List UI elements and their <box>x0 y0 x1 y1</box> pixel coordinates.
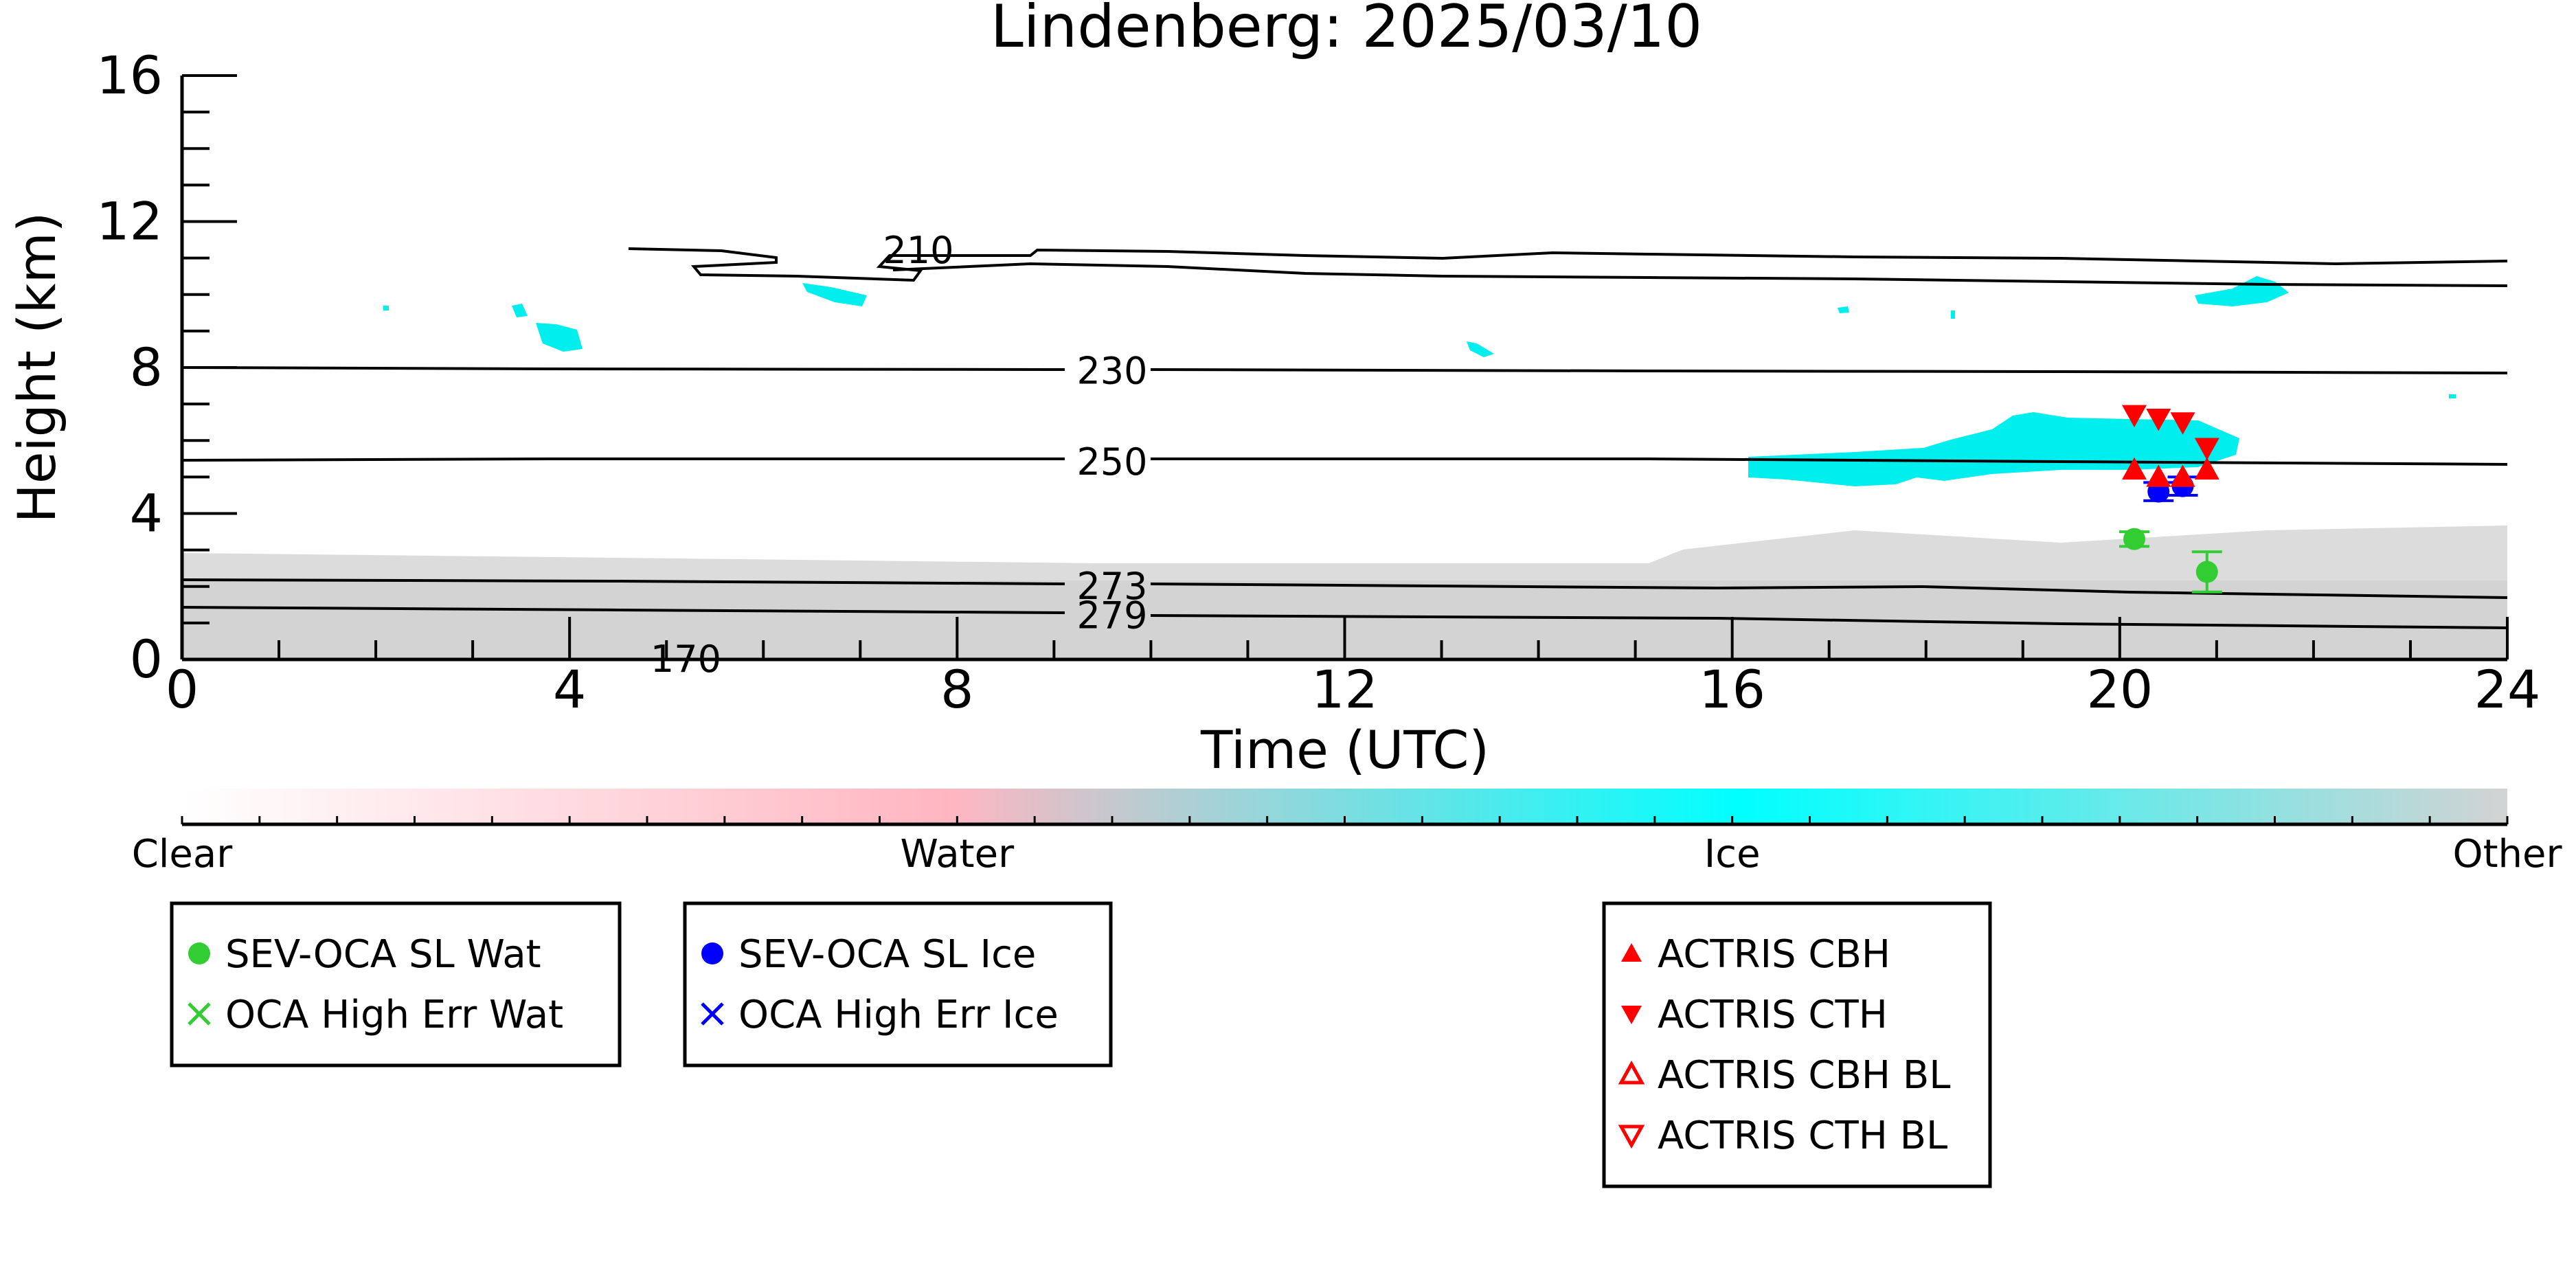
x-tick-label: 0 <box>166 659 199 720</box>
chart-title: Lindenberg: 2025/03/10 <box>991 0 1702 61</box>
legend-label: SEV-OCA SL Wat <box>225 932 541 977</box>
legend-marker <box>188 1002 211 1026</box>
x-tick-label: 20 <box>2086 659 2153 720</box>
colorbar-label: Ice <box>1704 832 1761 877</box>
legend-label: SEV-OCA SL Ice <box>738 932 1036 977</box>
x-tick-label: 12 <box>1311 659 1378 720</box>
legend-label: ACTRIS CBH <box>1658 932 1890 977</box>
legend-marker <box>188 942 210 964</box>
legend-box <box>1602 901 1992 1188</box>
legend-label: ACTRIS CTH <box>1658 993 1888 1037</box>
y-axis-ticks: 0 4 8 12 16 <box>96 45 237 690</box>
colorbar-labels: Clear Water Ice Other <box>132 832 2563 877</box>
x-tick-label: 16 <box>1699 659 1765 720</box>
y-tick-label: 4 <box>130 483 163 544</box>
data-point <box>2194 457 2219 480</box>
x-axis-ticks: 0 4 8 12 16 20 24 <box>166 617 2541 720</box>
contour-label: 279 <box>1076 594 1147 637</box>
y-axis-label: Height (km) <box>6 212 67 523</box>
x-tick-label: 24 <box>2474 659 2541 720</box>
data-point <box>2123 528 2145 550</box>
contour-label: 250 <box>1076 440 1147 484</box>
x-axis-label: Time (UTC) <box>1200 719 1489 780</box>
legend-marker <box>1618 1125 1645 1149</box>
y-tick-label: 0 <box>130 629 163 690</box>
data-point <box>2121 457 2147 480</box>
colorbar-label: Other <box>2452 832 2562 877</box>
legend-label: ACTRIS CBH BL <box>1658 1053 1950 1098</box>
x-tick-label: 8 <box>940 659 973 720</box>
y-tick-label: 8 <box>130 337 163 398</box>
data-point <box>2170 464 2195 487</box>
contour-210 <box>628 247 2508 282</box>
legends: SEV-OCA SL Wat OCA High Err Wat SEV-OCA SL… <box>170 901 1992 1188</box>
data-point <box>2194 438 2219 460</box>
contour-273 <box>181 578 2508 599</box>
x-tick-label: 4 <box>553 659 586 720</box>
contour-label: 210 <box>883 229 953 272</box>
legend-label: ACTRIS CTH BL <box>1658 1114 1947 1158</box>
data-point <box>2146 408 2171 431</box>
colorbar-label: Water <box>901 832 1015 877</box>
grey-noise-band <box>182 526 2507 580</box>
colorbar-label: Clear <box>132 832 233 877</box>
legend-marker <box>701 942 723 964</box>
legend-label: OCA High Err Wat <box>225 993 563 1037</box>
data-markers <box>2119 405 2222 594</box>
colorbar-ticks <box>181 816 2509 824</box>
contour-230 <box>181 366 2508 374</box>
data-point <box>2170 412 2195 435</box>
temperature-contours <box>181 247 2508 629</box>
data-point <box>2121 405 2147 428</box>
legend-label: OCA High Err Ice <box>738 993 1059 1037</box>
legend-box <box>683 901 1113 1067</box>
legend-marker <box>701 1002 724 1026</box>
data-point <box>2195 561 2218 583</box>
contour-210-lower <box>892 262 2508 287</box>
legend-marker <box>1621 943 1642 962</box>
contour-279 <box>181 606 2508 629</box>
legend-marker <box>1621 1006 1642 1024</box>
contour-label: 230 <box>1076 349 1147 392</box>
data-point <box>2146 464 2171 487</box>
legend-box <box>170 901 622 1067</box>
y-tick-label: 16 <box>96 45 163 106</box>
legend-marker <box>1618 1060 1645 1085</box>
contour-label: 273 <box>1076 565 1147 608</box>
y-tick-label: 12 <box>96 191 163 252</box>
contour-250 <box>181 457 2508 466</box>
